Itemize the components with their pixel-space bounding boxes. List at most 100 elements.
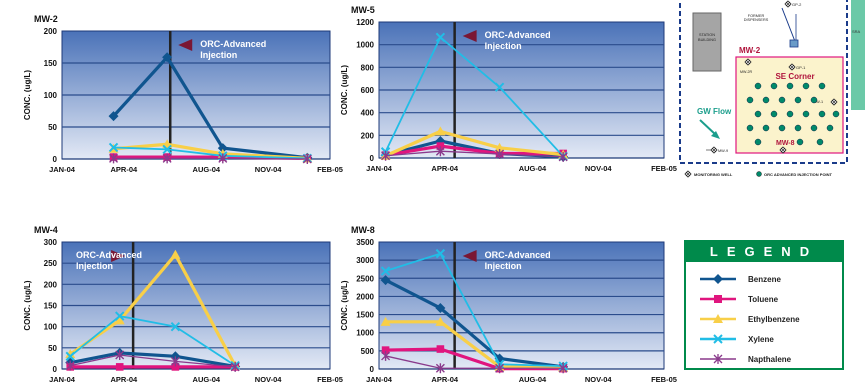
mw8-series-napthalene-line — [385, 355, 564, 369]
mw8-series-benzene-line — [384, 278, 564, 369]
mw5-series-napthalene-line — [385, 150, 564, 158]
map-cut-label: SRA — [852, 29, 861, 34]
injection-point — [770, 110, 778, 118]
mw2-series-ethylbenzene-line — [113, 142, 308, 160]
mw5-xtick-label: AUG-04 — [519, 164, 547, 173]
legend-item-toluene: Toluene — [700, 290, 778, 308]
injection-point — [818, 82, 826, 90]
legend-label-toluene: Toluene — [748, 294, 779, 304]
injection-point — [778, 124, 786, 132]
mw5-series-xylene-line — [384, 36, 564, 157]
mw4-series-toluene-point — [171, 363, 180, 371]
canopy-line — [781, 7, 797, 45]
mw5-series-ethylbenzene-point — [494, 142, 505, 152]
mw5-ylabel: CONC. (ug/L) — [340, 65, 349, 116]
mw2-series-napthalene-point — [218, 153, 228, 164]
mw5-ytick-label: 200 — [361, 131, 375, 140]
legend-panel: LEGEND Benzene Toluene Ethylbenzene Xyle… — [684, 240, 844, 370]
injection-point — [794, 96, 802, 104]
well-gp1-label: GP-1 — [796, 65, 806, 70]
station-building — [692, 12, 722, 72]
mw4-series-napthalene-point — [230, 361, 240, 372]
mw4-title: MW-4 — [34, 225, 58, 235]
mw4-series-ethylbenzene-point — [114, 315, 125, 325]
mw2-series-napthalene-point — [302, 154, 312, 164]
dispenser-1 — [789, 39, 799, 48]
mw8-ytick-label: 1000 — [356, 329, 374, 338]
mw4-xtick-label: AUG-04 — [193, 375, 221, 384]
mw4-series-toluene-point — [115, 363, 124, 371]
mw2-ylabel: CONC. (ug/L) — [23, 70, 32, 121]
mw4-series-xylene-line — [69, 315, 236, 367]
injection-point — [762, 96, 770, 104]
benzene-line-icon — [700, 274, 736, 284]
mw4-ytick-label: 200 — [44, 280, 58, 289]
injection-point — [810, 96, 818, 104]
mw4-series-napthalene-point — [65, 360, 75, 371]
mw4-series-xylene-point — [170, 321, 181, 332]
mw4-series-xylene-point — [65, 351, 75, 362]
mw4-ylabel: CONC. (ug/L) — [23, 280, 32, 331]
mw4-annotation-line2: Injection — [76, 261, 113, 271]
mw5-ytick-label: 400 — [361, 109, 375, 118]
mw5-annotation-line2: Injection — [485, 41, 522, 51]
mw8-xtick-label: APR-04 — [431, 375, 459, 384]
mw8-title: MW-8 — [351, 225, 375, 235]
mw8-series-ethylbenzene-point — [380, 316, 391, 326]
mw5-series-napthalene-point — [495, 149, 505, 160]
mw8-ytick-label: 3000 — [356, 256, 374, 265]
mw8-ytick-label: 3500 — [356, 238, 374, 247]
mw5-annotation-arrow-icon — [462, 30, 477, 42]
mw4-series-ethylbenzene-point — [170, 249, 181, 259]
injection-point — [746, 124, 754, 132]
mw4-xtick-label: APR-04 — [111, 375, 139, 384]
well-gp1 — [788, 63, 796, 71]
mw8-xtick-label: FEB-05 — [651, 375, 677, 384]
napthalene-line-icon — [700, 354, 736, 364]
mw2-series-xylene-line — [113, 146, 308, 160]
mw8-series-ethylbenzene-point — [435, 316, 446, 326]
mw5-ytick-label: 800 — [361, 63, 375, 72]
mw2-xtick-label: JAN-04 — [49, 165, 76, 174]
mw4-annotation-line1: ORC-Advanced — [76, 250, 142, 260]
legend-label-ethylbenzene: Ethylbenzene — [748, 314, 800, 324]
mw4-ytick-label: 250 — [44, 259, 58, 268]
site-map: SRA STATION BUILDING FORMER DISPENSERS G… — [670, 0, 865, 192]
map-legend-monitoring-well: MONITORING WELL — [694, 172, 733, 177]
mw2-xtick-label: NOV-04 — [255, 165, 283, 174]
injection-point — [786, 82, 794, 90]
mw2-xtick-label: FEB-05 — [317, 165, 343, 174]
mw8-series-ethylbenzene-line — [385, 320, 564, 370]
mw2-series-xylene-point — [108, 142, 119, 153]
well-mw2r-label: MW-2R — [740, 70, 753, 74]
former-dispensers-label-1: FORMER — [748, 14, 765, 18]
map-legend-monitoring-well-icon — [684, 170, 692, 178]
mw8-series-napthalene-point — [495, 363, 505, 374]
mw5-series-ethylbenzene-point — [435, 126, 446, 136]
chart-mw5: 0 200 400 600 800 1000 1200 JAN-04 APR-04 AUG-04 N… — [340, 5, 677, 173]
mw2-series-napthalene-point — [162, 153, 172, 164]
mw4-ytick-label: 50 — [48, 344, 57, 353]
mw5-ytick-label: 1000 — [356, 41, 374, 50]
mw8-series-benzene-point — [380, 275, 391, 286]
injection-point — [778, 96, 786, 104]
chart-mw2: 0 50 100 150 200 JAN-04 APR-04 AUG-04 NOV-04 FEB-… — [23, 14, 343, 174]
mw4-series-ethylbenzene-point — [65, 349, 76, 359]
mw4-annotation-arrow-icon — [111, 250, 126, 262]
map-legend-injection-point: ORC ADVANCED INJECTION POINT — [764, 172, 833, 177]
injection-point — [746, 96, 754, 104]
mw5-xtick-label: APR-04 — [431, 164, 459, 173]
mw4-xtick-label: JAN-04 — [49, 375, 76, 384]
legend-item-ethylbenzene: Ethylbenzene — [700, 310, 800, 328]
injection-point — [802, 110, 810, 118]
mw5-title: MW-5 — [351, 5, 375, 15]
mw8-ylabel: CONC. (ug/L) — [340, 280, 349, 331]
mw2-series-benzene-point — [162, 52, 173, 63]
injection-point — [832, 110, 840, 118]
map-legend-injection-point-icon — [756, 171, 762, 177]
mw4-ytick-label: 300 — [44, 238, 58, 247]
legend-label-benzene: Benzene — [748, 274, 781, 284]
injection-point — [796, 138, 804, 146]
mw4-ytick-label: 100 — [44, 323, 58, 332]
mw2-series-benzene-point — [108, 111, 119, 122]
